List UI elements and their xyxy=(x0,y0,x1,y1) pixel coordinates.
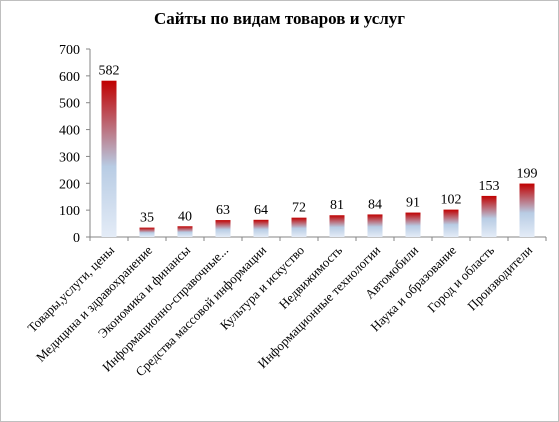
bar xyxy=(367,214,383,237)
data-label: 153 xyxy=(479,179,500,194)
y-tick-label: 300 xyxy=(59,150,80,165)
data-label: 91 xyxy=(406,196,420,211)
data-label: 84 xyxy=(368,197,382,212)
bar xyxy=(481,195,497,237)
y-tick-label: 200 xyxy=(59,177,80,192)
bar xyxy=(253,219,269,237)
x-tick-label: Город и область xyxy=(424,242,497,315)
data-label: 81 xyxy=(330,198,344,213)
chart-title: Сайты по видам товаров и услуг xyxy=(153,9,406,28)
bar xyxy=(329,215,345,237)
bar xyxy=(519,183,535,237)
y-tick-label: 700 xyxy=(59,43,80,58)
bar xyxy=(291,217,307,237)
bar xyxy=(443,209,459,237)
data-label: 35 xyxy=(140,211,154,226)
bar xyxy=(215,220,231,237)
bar xyxy=(177,226,193,237)
data-label: 64 xyxy=(254,203,268,218)
y-tick-label: 100 xyxy=(59,204,80,219)
data-label: 40 xyxy=(178,209,192,224)
data-label: 199 xyxy=(517,167,538,182)
data-label: 582 xyxy=(99,64,120,79)
y-tick-label: 500 xyxy=(59,97,80,112)
bar xyxy=(101,80,117,237)
y-tick-label: 600 xyxy=(59,70,80,85)
data-label: 63 xyxy=(216,203,230,218)
bar xyxy=(405,212,421,237)
bar xyxy=(139,227,155,237)
y-tick-label: 400 xyxy=(59,124,80,139)
data-label: 102 xyxy=(441,193,462,208)
y-tick-label: 0 xyxy=(73,231,80,246)
data-label: 72 xyxy=(292,201,306,216)
